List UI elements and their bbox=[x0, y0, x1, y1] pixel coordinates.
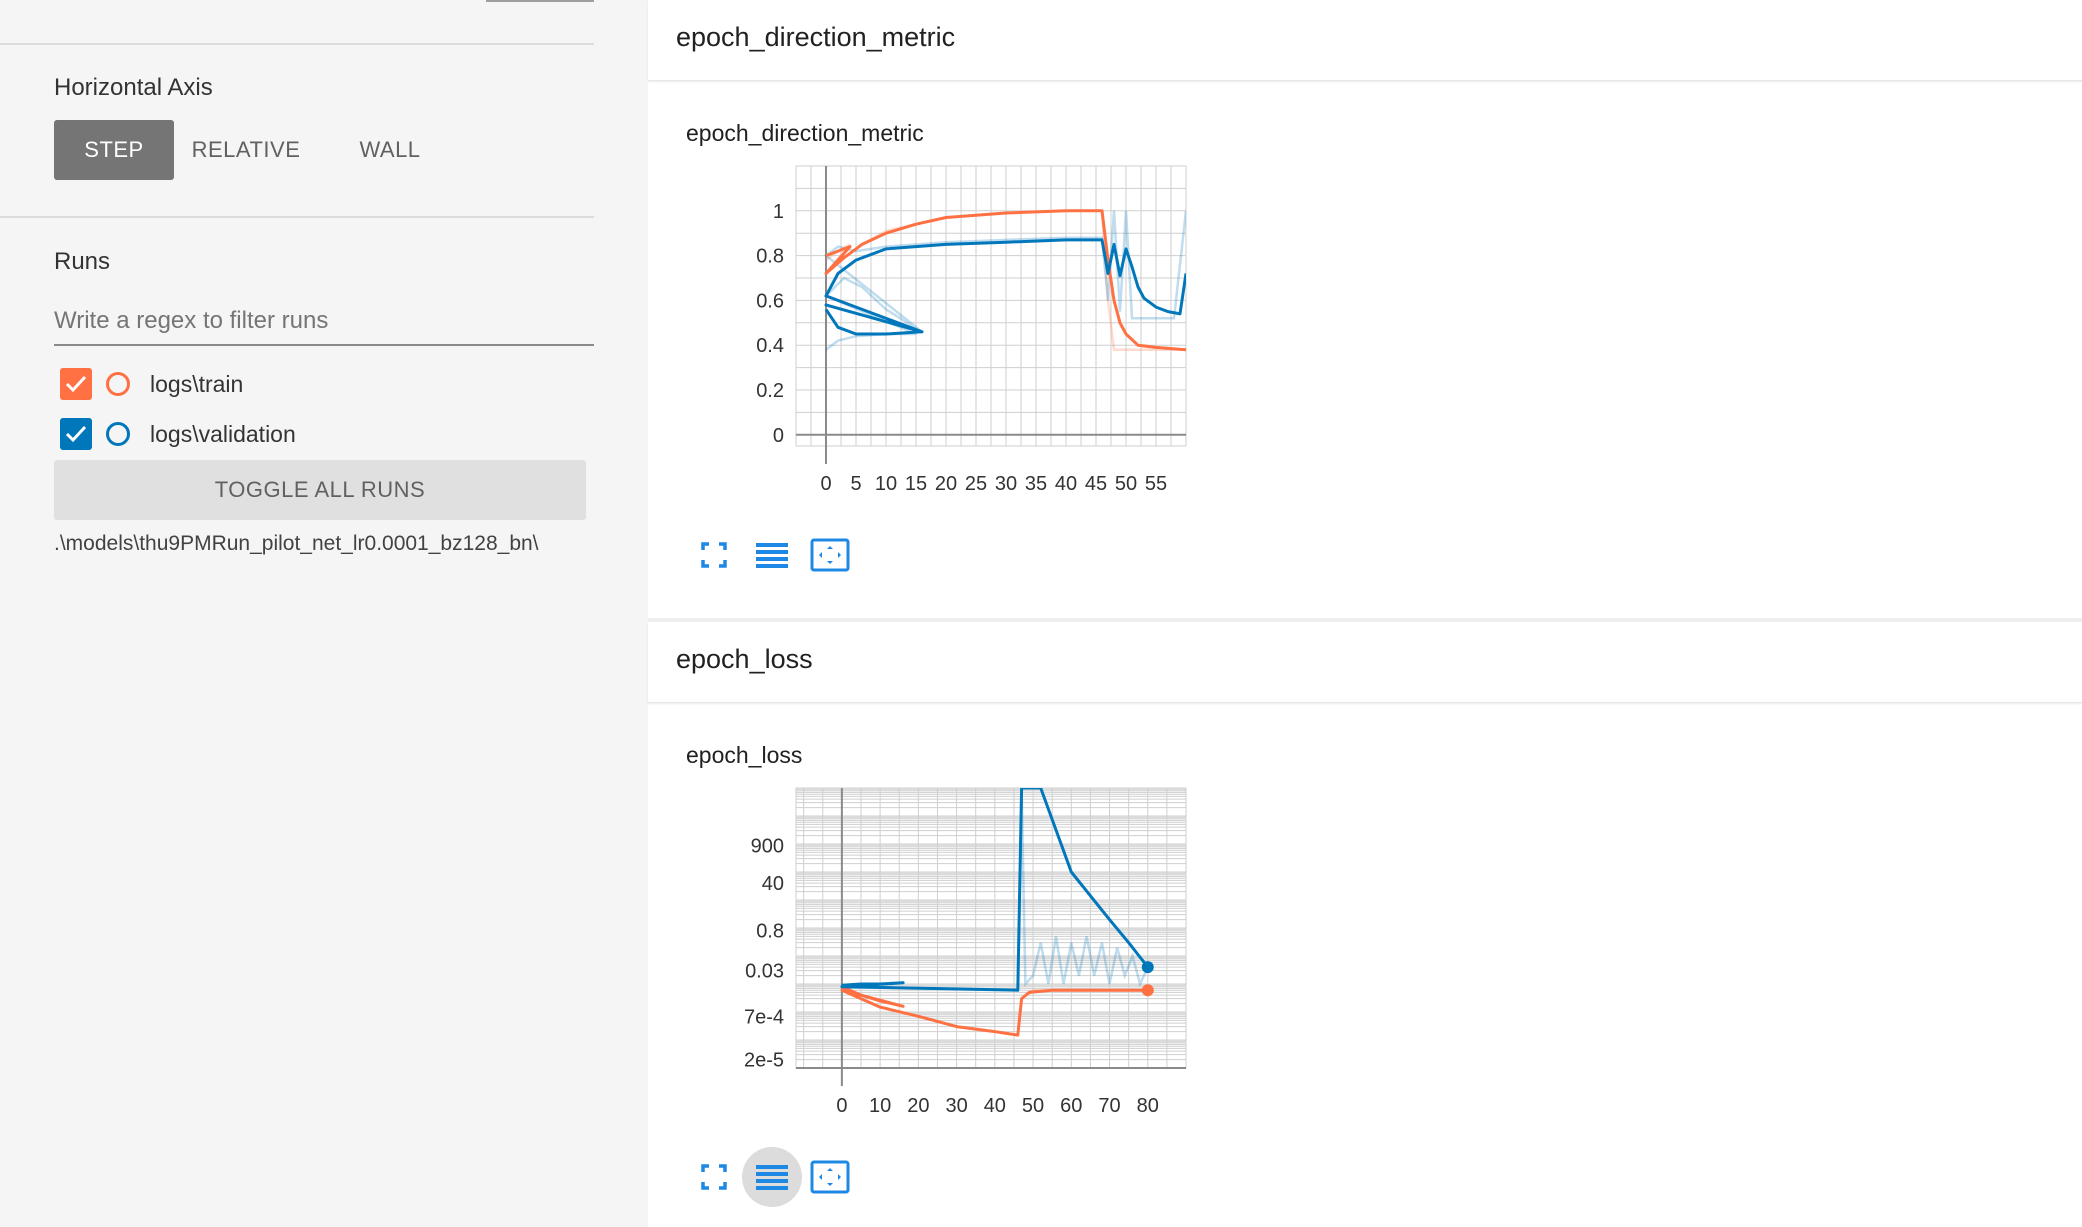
x-tick-label: 5 bbox=[850, 473, 861, 495]
x-tick-label: 0 bbox=[820, 473, 831, 495]
card-header-direction-metric[interactable]: epoch_direction_metric bbox=[648, 0, 2082, 81]
run-filter-input[interactable]: Write a regex to filter runs bbox=[54, 302, 594, 346]
logdir-path: .\models\thu9PMRun_pilot_net_lr0.0001_bz… bbox=[54, 532, 539, 555]
train-checkbox[interactable] bbox=[60, 368, 92, 400]
fit-domain-icon bbox=[810, 1160, 850, 1194]
data-selection-button[interactable] bbox=[750, 533, 794, 577]
run-name-train: logs\train bbox=[150, 370, 244, 397]
x-tick-label: 50 bbox=[1115, 473, 1137, 495]
train-color-circle-icon bbox=[106, 372, 130, 396]
x-tick-label: 10 bbox=[869, 1095, 891, 1117]
series-smoothed-line bbox=[840, 985, 1148, 1037]
x-tick-label: 70 bbox=[1098, 1095, 1120, 1117]
fit-domain-icon bbox=[810, 538, 850, 572]
fullscreen-button[interactable] bbox=[692, 1155, 736, 1199]
y-tick-label: 7e-4 bbox=[744, 1006, 784, 1028]
chart-title: epoch_direction_metric bbox=[686, 120, 924, 146]
runs-label: Runs bbox=[54, 248, 111, 275]
horizontal-axis-label: Horizontal Axis bbox=[54, 74, 213, 101]
fullscreen-button[interactable] bbox=[692, 533, 736, 577]
checkmark-icon bbox=[65, 425, 87, 443]
data-selection-icon bbox=[756, 543, 788, 568]
x-tick-label: 80 bbox=[1137, 1095, 1159, 1117]
x-tick-label: 25 bbox=[965, 473, 987, 495]
x-tick-label: 20 bbox=[907, 1095, 929, 1117]
toggle-all-runs-button[interactable]: TOGGLE ALL RUNS bbox=[54, 460, 586, 520]
x-tick-label: 10 bbox=[875, 473, 897, 495]
y-tick-label: 0.2 bbox=[756, 380, 784, 402]
card-title: epoch_loss bbox=[676, 644, 813, 674]
x-tick-label: 55 bbox=[1145, 473, 1167, 495]
fullscreen-icon bbox=[701, 542, 727, 568]
checkmark-icon bbox=[65, 375, 87, 393]
y-tick-label: 0.4 bbox=[756, 335, 784, 357]
x-tick-label: 30 bbox=[995, 473, 1017, 495]
axis-wall-button[interactable]: WALL bbox=[359, 137, 421, 162]
y-tick-label: 2e-5 bbox=[744, 1050, 784, 1072]
series-smoothed-line bbox=[840, 788, 1149, 992]
y-tick-label: 0.6 bbox=[756, 290, 784, 312]
series-smoothed-line bbox=[824, 209, 1186, 352]
x-tick-label: 35 bbox=[1025, 473, 1047, 495]
series-end-point bbox=[1141, 984, 1154, 997]
y-tick-label: 0.8 bbox=[756, 921, 784, 943]
fit-domain-button[interactable] bbox=[808, 533, 852, 577]
x-tick-label: 50 bbox=[1022, 1095, 1044, 1117]
x-tick-label: 40 bbox=[1055, 473, 1077, 495]
data-selection-button[interactable] bbox=[742, 1147, 802, 1207]
run-item-validation[interactable]: logs\validation bbox=[60, 417, 296, 451]
y-tick-label: 0 bbox=[773, 425, 784, 447]
series-end-point bbox=[1141, 961, 1154, 974]
run-item-train[interactable]: logs\train bbox=[60, 367, 243, 401]
card-header-loss[interactable]: epoch_loss bbox=[648, 622, 2082, 703]
validation-color-circle-icon bbox=[106, 422, 130, 446]
x-tick-label: 45 bbox=[1085, 473, 1107, 495]
plot-border bbox=[795, 165, 1187, 447]
x-tick-label: 20 bbox=[935, 473, 957, 495]
y-tick-label: 0.03 bbox=[745, 961, 784, 983]
x-tick-label: 40 bbox=[984, 1095, 1006, 1117]
y-tick-label: 40 bbox=[762, 873, 784, 895]
divider bbox=[0, 216, 594, 218]
x-tick-label: 15 bbox=[905, 473, 927, 495]
y-tick-label: 0.8 bbox=[756, 246, 784, 268]
x-tick-label: 30 bbox=[945, 1095, 967, 1117]
divider bbox=[0, 43, 594, 45]
fullscreen-icon bbox=[701, 1164, 727, 1190]
axis-relative-button[interactable]: RELATIVE bbox=[191, 137, 301, 162]
fit-domain-button[interactable] bbox=[808, 1155, 852, 1199]
validation-checkbox[interactable] bbox=[60, 418, 92, 450]
loss-chart[interactable]: 0 10 20 30 40 50 60 70 80 2e-5 7e-4 0.03 0.8 40 900 bbox=[686, 772, 1306, 1152]
chart-title: epoch_loss bbox=[686, 742, 803, 768]
sidebar-top-line bbox=[486, 0, 594, 2]
axis-step-button[interactable]: STEP bbox=[54, 120, 174, 180]
card-title: epoch_direction_metric bbox=[676, 22, 956, 52]
y-tick-label: 900 bbox=[751, 835, 784, 857]
run-name-validation: logs\validation bbox=[150, 420, 296, 447]
y-tick-label: 1 bbox=[773, 201, 784, 223]
x-tick-label: 60 bbox=[1060, 1095, 1082, 1117]
x-tick-label: 0 bbox=[836, 1095, 847, 1117]
horizontal-axis-selector: STEP RELATIVE WALL bbox=[54, 120, 462, 180]
series-smoothed-line bbox=[824, 238, 1186, 336]
sidebar: Horizontal Axis STEP RELATIVE WALL Runs … bbox=[0, 0, 594, 1227]
card-separator bbox=[648, 618, 2082, 622]
data-selection-icon bbox=[756, 1165, 788, 1190]
